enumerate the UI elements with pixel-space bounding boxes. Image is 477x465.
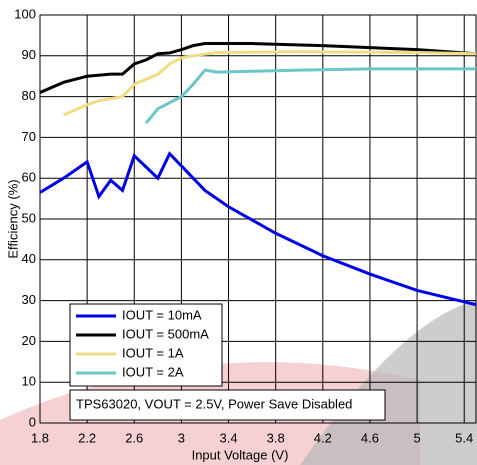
x-tick-label: 3.8 [267, 430, 285, 445]
y-axis-title: Efficiency (%) [5, 179, 20, 258]
annotation-box [69, 389, 386, 421]
y-tick-label: 0 [29, 414, 36, 429]
plot-frame [39, 14, 477, 424]
x-tick-label: 2.2 [78, 430, 96, 445]
x-tick-label: 5.4 [455, 430, 473, 445]
x-tick-label: 1.8 [31, 430, 49, 445]
x-tick-label: 4.2 [314, 430, 332, 445]
y-tick-label: 100 [14, 6, 36, 21]
series-line [62, 50, 477, 117]
y-tick-label: 10 [22, 374, 36, 389]
y-tick-label: 90 [22, 47, 36, 62]
y-tick-label: 50 [22, 210, 36, 225]
legend-label: IOUT = 500mA [122, 326, 209, 341]
annotation: TPS63020, VOUT = 2.5V, Power Save Disabl… [76, 396, 352, 411]
y-tick-label: 70 [22, 129, 36, 144]
y-tick-label: 60 [22, 170, 36, 185]
x-tick-label: 5 [413, 430, 420, 445]
y-tick-label: 20 [22, 333, 36, 348]
y-tick-label: 40 [22, 251, 36, 266]
legend-label: IOUT = 1A [122, 345, 184, 360]
x-tick-label: 2.6 [125, 430, 143, 445]
x-tick-label: 3.4 [220, 430, 238, 445]
legend-label: IOUT = 10mA [122, 307, 202, 322]
legend-label: IOUT = 2A [122, 364, 184, 379]
y-tick-label: 30 [22, 292, 36, 307]
series-line [144, 67, 476, 125]
series-line [39, 151, 477, 307]
series-line [39, 42, 477, 94]
x-axis-title: Input Voltage (V) [192, 447, 289, 462]
x-tick-label: 3 [178, 430, 185, 445]
x-tick-label: 4.6 [361, 430, 379, 445]
y-tick-label: 80 [22, 88, 36, 103]
